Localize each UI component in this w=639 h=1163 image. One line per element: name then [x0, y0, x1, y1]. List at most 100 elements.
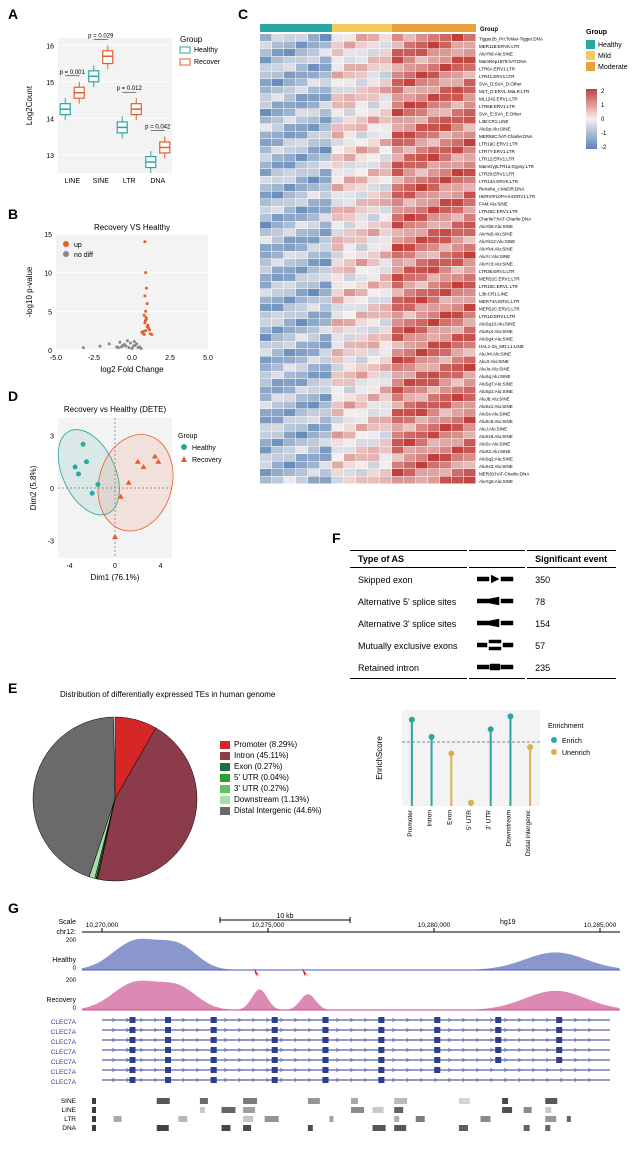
- svg-text:Recovery VS Healthy: Recovery VS Healthy: [94, 223, 170, 232]
- svg-text:SINE: SINE: [93, 178, 110, 185]
- svg-text:CLEC7A: CLEC7A: [51, 1059, 77, 1066]
- svg-text:-1: -1: [601, 131, 607, 137]
- svg-text:LTR29:ERV1:LTR: LTR29:ERV1:LTR: [479, 172, 515, 177]
- svg-text:LTR19C:ERV1:LTR: LTR19C:ERV1:LTR: [479, 142, 519, 147]
- svg-text:AluJr4:Alu:SINE: AluJr4:Alu:SINE: [479, 352, 511, 357]
- svg-text:Group: Group: [586, 29, 607, 36]
- svg-text:CLEC7A: CLEC7A: [51, 1019, 77, 1026]
- svg-text:DNA: DNA: [62, 1125, 76, 1132]
- svg-text:SVA_D:SVA_D:Other: SVA_D:SVA_D:Other: [479, 82, 522, 87]
- svg-text:AluSx3:Alu:SINE: AluSx3:Alu:SINE: [479, 464, 513, 469]
- svg-text:p = 0.029: p = 0.029: [88, 33, 114, 39]
- svg-text:10,285,000: 10,285,000: [584, 922, 617, 929]
- svg-text:LTR41:ERV1:LTR: LTR41:ERV1:LTR: [479, 74, 515, 79]
- panel-d-svg: Recovery vs Healthy (DETE)-404-303Dim1 (…: [24, 398, 234, 588]
- svg-text:AluJb:Alu:SINE: AluJb:Alu:SINE: [479, 397, 510, 402]
- svg-text:HAL1-2a_MD:L1:LINE: HAL1-2a_MD:L1:LINE: [479, 344, 524, 349]
- svg-text:SINE: SINE: [61, 1098, 77, 1105]
- panel-g-label: G: [8, 900, 19, 916]
- svg-text:0: 0: [113, 563, 117, 570]
- svg-text:chr12:: chr12:: [57, 929, 77, 936]
- svg-text:CLEC7A: CLEC7A: [51, 1039, 77, 1046]
- svg-text:LINE: LINE: [62, 1107, 77, 1114]
- svg-text:Healthy: Healthy: [192, 445, 216, 452]
- svg-text:-2: -2: [601, 145, 607, 151]
- svg-text:5' UTR: 5' UTR: [466, 810, 473, 830]
- svg-text:15: 15: [44, 232, 52, 239]
- svg-text:AluSc:Alu:SINE: AluSc:Alu:SINE: [479, 442, 510, 447]
- svg-text:LTR1D:ERV1:LTR: LTR1D:ERV1:LTR: [479, 314, 516, 319]
- svg-text:AluYc:Alu:SINE: AluYc:Alu:SINE: [479, 254, 510, 259]
- panel-e-label: E: [8, 680, 17, 696]
- svg-text:AluSq10:Alu:SINE: AluSq10:Alu:SINE: [479, 322, 516, 327]
- svg-text:Healthy: Healthy: [52, 957, 76, 964]
- svg-text:MER74A:ERVL:LTR: MER74A:ERVL:LTR: [479, 299, 520, 304]
- svg-text:14: 14: [46, 116, 54, 123]
- svg-text:Dim1 (76.1%): Dim1 (76.1%): [91, 573, 140, 582]
- svg-text:MLT_D:ERVL-MaLR:LTR: MLT_D:ERVL-MaLR:LTR: [479, 89, 530, 94]
- svg-text:MER52C:ERV1:LTR: MER52C:ERV1:LTR: [479, 277, 520, 282]
- svg-text:13: 13: [46, 153, 54, 160]
- svg-text:CLEC7A: CLEC7A: [51, 1029, 77, 1036]
- svg-text:MamRep1879:hAT:DNA: MamRep1879:hAT:DNA: [479, 59, 527, 64]
- svg-text:Group: Group: [178, 433, 198, 440]
- svg-text:LTR36:ERV1:LTR: LTR36:ERV1:LTR: [479, 269, 515, 274]
- svg-text:200: 200: [66, 978, 77, 984]
- svg-text:AluYk4:Alu:SINE: AluYk4:Alu:SINE: [479, 247, 513, 252]
- panel-a-svg: 13141516LINEp = 0.001SINEp = 0.029LTRp =…: [20, 18, 220, 198]
- svg-text:FAM:Alu:SINE: FAM:Alu:SINE: [479, 202, 508, 207]
- svg-text:MER58C:hAT-Charlie:DNA: MER58C:hAT-Charlie:DNA: [479, 134, 533, 139]
- svg-text:Enrich: Enrich: [562, 738, 582, 745]
- svg-text:AluSg7:Alu:SINE: AluSg7:Alu:SINE: [479, 382, 513, 387]
- svg-text:MamGypLTR1a:Gypsy:LTR: MamGypLTR1a:Gypsy:LTR: [479, 164, 535, 169]
- panel-c: GroupTigger2b_Pri:TcMar-Tigger:DNAMER11B…: [252, 18, 632, 518]
- svg-text:-log10 p-value: -log10 p-value: [25, 266, 34, 317]
- svg-text:Dim2 (5.8%): Dim2 (5.8%): [29, 465, 38, 510]
- svg-text:2: 2: [601, 89, 605, 95]
- svg-text:L3B:CR1:LINE: L3B:CR1:LINE: [479, 119, 509, 124]
- svg-text:LTR7Y:ERV1:LTR: LTR7Y:ERV1:LTR: [479, 149, 516, 154]
- svg-text:-3: -3: [48, 539, 54, 546]
- svg-text:AluSx4:Alu:SINE: AluSx4:Alu:SINE: [479, 329, 513, 334]
- svg-text:HERVIP10FH-int:ERV1:LTR: HERVIP10FH-int:ERV1:LTR: [479, 194, 536, 199]
- svg-text:Downstream: Downstream: [505, 810, 512, 846]
- svg-text:LTR12:ERV1:LTR: LTR12:ERV1:LTR: [479, 157, 515, 162]
- svg-text:SVA_E:SVA_E:Other: SVA_E:SVA_E:Other: [479, 112, 522, 117]
- svg-text:0: 0: [73, 966, 77, 972]
- svg-text:3' UTR: 3' UTR: [486, 810, 493, 830]
- svg-text:AluSq2:Alu:SINE: AluSq2:Alu:SINE: [479, 457, 513, 462]
- svg-text:Exon: Exon: [446, 810, 453, 825]
- svg-text:MER52C:ERV1:LTR: MER52C:ERV1:LTR: [479, 307, 520, 312]
- svg-text:10 kb: 10 kb: [276, 913, 293, 920]
- svg-text:AluYh9:Alu:SINE: AluYh9:Alu:SINE: [479, 52, 513, 57]
- svg-text:p = 0.012: p = 0.012: [117, 86, 143, 92]
- svg-text:AluSc5:Alu:SINE: AluSc5:Alu:SINE: [479, 419, 513, 424]
- svg-text:15: 15: [46, 80, 54, 87]
- svg-text:5: 5: [48, 309, 52, 316]
- svg-text:10,280,000: 10,280,000: [418, 922, 451, 929]
- panel-a-label: A: [8, 6, 18, 22]
- svg-text:p = 0.001: p = 0.001: [60, 70, 86, 76]
- panel-b-svg: -5.0-2.50.02.55.0051015Recovery VS Healt…: [20, 218, 220, 378]
- as-row: Alternative 3' splice sites154: [350, 614, 616, 634]
- svg-text:Healthy: Healthy: [194, 47, 218, 54]
- svg-text:AluSp:Alu:SINE: AluSp:Alu:SINE: [479, 127, 511, 132]
- svg-text:Group: Group: [480, 27, 498, 33]
- svg-text:AluSg4:Alu:SINE: AluSg4:Alu:SINE: [479, 337, 513, 342]
- svg-text:Recovery: Recovery: [192, 457, 222, 464]
- svg-text:5.0: 5.0: [203, 355, 213, 362]
- panel-c-svg: GroupTigger2b_Pri:TcMar-Tigger:DNAMER11B…: [252, 18, 632, 518]
- pie-svg: [20, 704, 220, 884]
- svg-text:LTR6A:ERV1:LTR: LTR6A:ERV1:LTR: [479, 67, 516, 72]
- svg-text:0: 0: [48, 348, 52, 355]
- svg-text:10,270,000: 10,270,000: [86, 922, 119, 929]
- svg-text:CLEC7A: CLEC7A: [51, 1049, 77, 1056]
- svg-text:AluYg6:Alu:SINE: AluYg6:Alu:SINE: [479, 479, 513, 484]
- svg-text:16: 16: [46, 43, 54, 50]
- panel-c-label: C: [238, 6, 248, 22]
- svg-text:MER11B:ERVK:LTR: MER11B:ERVK:LTR: [479, 44, 520, 49]
- panel-b-label: B: [8, 206, 18, 222]
- svg-text:Group: Group: [180, 35, 203, 44]
- svg-text:-5.0: -5.0: [50, 355, 62, 362]
- svg-text:Scale: Scale: [58, 919, 76, 926]
